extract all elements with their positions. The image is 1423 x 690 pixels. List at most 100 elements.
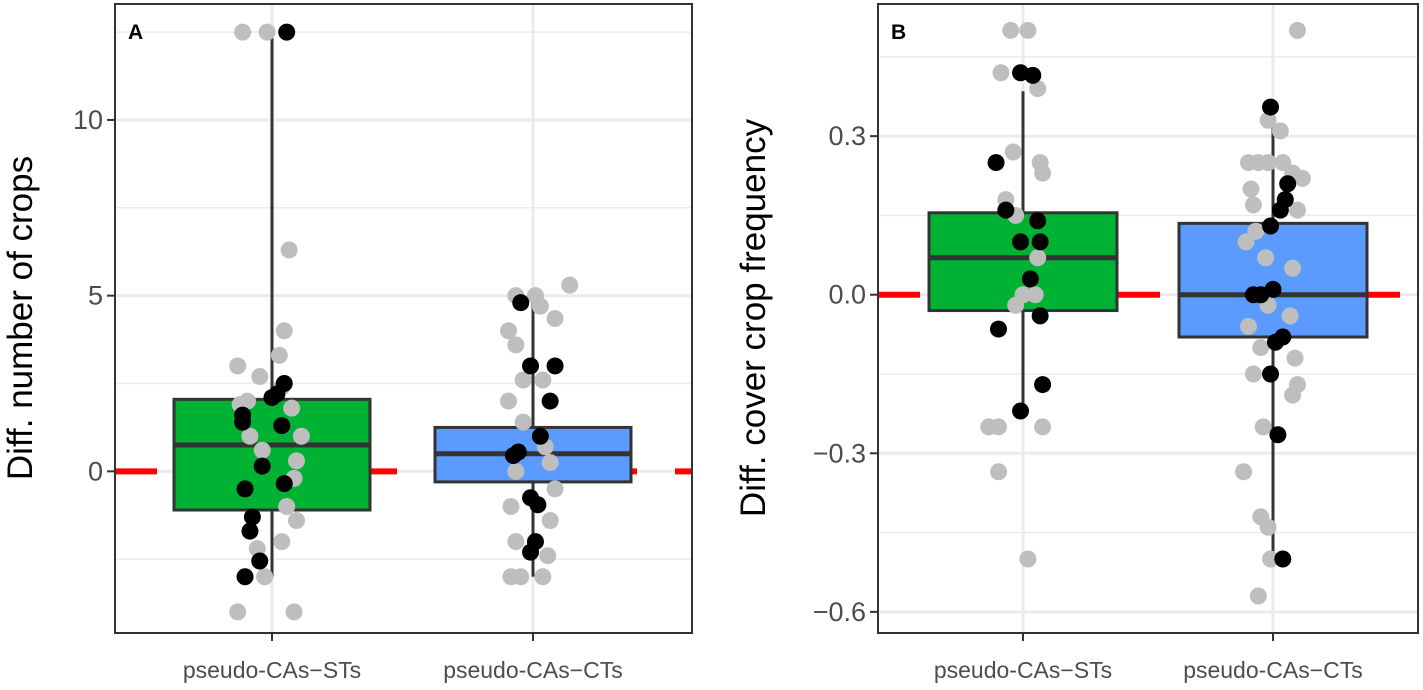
data-point-light (1254, 418, 1272, 436)
panel-b-boxes (927, 91, 1369, 559)
panel-a-border (114, 3, 693, 634)
data-point-light (561, 276, 579, 294)
data-point-dark (522, 543, 540, 561)
data-point-light (241, 427, 259, 445)
data-point-dark (1274, 550, 1292, 568)
data-point-light (502, 497, 520, 515)
data-point-light (992, 64, 1010, 82)
panel-a-x-ticks: pseudo-CAs−STs pseudo-CAs−CTs (183, 633, 623, 683)
data-point-light (278, 497, 296, 515)
data-point-dark (1024, 66, 1042, 84)
x-tick-label: pseudo-CAs−STs (183, 657, 361, 683)
x-tick-label: pseudo-CAs−STs (934, 657, 1112, 683)
data-point-light (990, 418, 1007, 436)
data-point-light (229, 603, 247, 621)
data-point-light (258, 23, 276, 41)
data-point-light (507, 336, 525, 354)
data-point-dark (1262, 98, 1280, 116)
data-point-light (541, 512, 559, 530)
data-point-light (234, 23, 252, 41)
data-point-dark (1034, 376, 1052, 394)
data-point-light (288, 452, 305, 470)
data-point-light (292, 427, 310, 445)
y-tick-label: 10 (73, 105, 103, 135)
data-point-light (256, 568, 274, 586)
data-point-light (1249, 587, 1267, 605)
data-point-light (1244, 196, 1262, 214)
data-point-dark (997, 201, 1015, 219)
data-point-dark (1266, 333, 1284, 351)
data-point-dark (541, 392, 559, 410)
data-point-light (534, 568, 552, 586)
data-point-dark (512, 294, 530, 312)
data-point-light (500, 392, 517, 410)
data-point-light (283, 399, 301, 417)
data-point-light (1237, 233, 1255, 251)
data-point-light (1034, 418, 1052, 436)
data-point-dark (1012, 233, 1030, 251)
panel-a-label: A (128, 21, 143, 44)
x-tick-label: pseudo-CAs−CTs (1183, 657, 1363, 683)
box-1 (172, 32, 372, 577)
data-point-light (1286, 349, 1304, 367)
panel-a-points (229, 23, 579, 621)
data-point-light (1244, 365, 1262, 383)
data-point-light (1262, 550, 1280, 568)
data-point-light (1019, 550, 1037, 568)
data-point-light (531, 297, 549, 315)
y-tick-label: 0 (88, 456, 103, 486)
data-point-dark (243, 508, 261, 526)
data-point-light (251, 367, 269, 385)
data-point-light (539, 547, 557, 565)
data-point-light (1019, 21, 1037, 39)
data-point-dark (1021, 270, 1039, 288)
data-point-light (1235, 463, 1253, 481)
data-point-light (1271, 122, 1289, 140)
data-point-light (285, 603, 303, 621)
data-point-light (273, 533, 291, 551)
data-point-light (546, 480, 564, 498)
data-point-light (1026, 286, 1044, 304)
data-point-dark (236, 568, 254, 586)
data-point-light (1240, 317, 1257, 335)
data-point-light (280, 241, 298, 259)
data-point-dark (1031, 233, 1049, 251)
data-point-light (1293, 169, 1311, 187)
data-point-light (270, 346, 288, 364)
panel-a-background (115, 4, 692, 633)
data-point-light (1029, 249, 1047, 267)
data-point-dark (990, 320, 1007, 338)
data-point-dark (522, 357, 540, 375)
data-point-light (253, 441, 271, 459)
data-point-dark (251, 552, 269, 570)
data-point-light (1002, 21, 1020, 39)
data-point-light (1242, 180, 1260, 198)
data-point-light (1284, 259, 1302, 277)
box-body (1177, 221, 1369, 339)
data-point-light (502, 568, 520, 586)
data-point-light (1259, 154, 1277, 172)
panel-b: −0.6−0.30.00.3 pseudo-CAs−STs pseudo-CAs−… (734, 3, 1419, 683)
x-tick-label: pseudo-CAs−CTs (443, 657, 623, 683)
data-point-light (546, 310, 564, 327)
data-point-light (1007, 296, 1025, 314)
data-point-dark (1029, 212, 1047, 230)
data-point-light (534, 371, 552, 389)
data-point-dark (1271, 201, 1289, 219)
data-point-dark (253, 457, 271, 475)
panel-a-y-ticks: 0 5 10 (73, 105, 115, 486)
data-point-light (1257, 249, 1275, 267)
data-point-light (1289, 201, 1306, 219)
data-point-light (507, 462, 525, 480)
panel-a-y-axis-label: Diff. number of crops (1, 156, 40, 480)
data-point-dark (278, 23, 296, 41)
data-point-dark (1012, 402, 1030, 420)
y-tick-label: 0.3 (828, 121, 866, 151)
data-point-light (514, 413, 532, 431)
data-point-dark (546, 357, 564, 375)
data-point-dark (263, 389, 281, 407)
data-point-dark (1269, 426, 1287, 444)
data-point-dark (234, 413, 252, 431)
data-point-light (1289, 21, 1306, 39)
